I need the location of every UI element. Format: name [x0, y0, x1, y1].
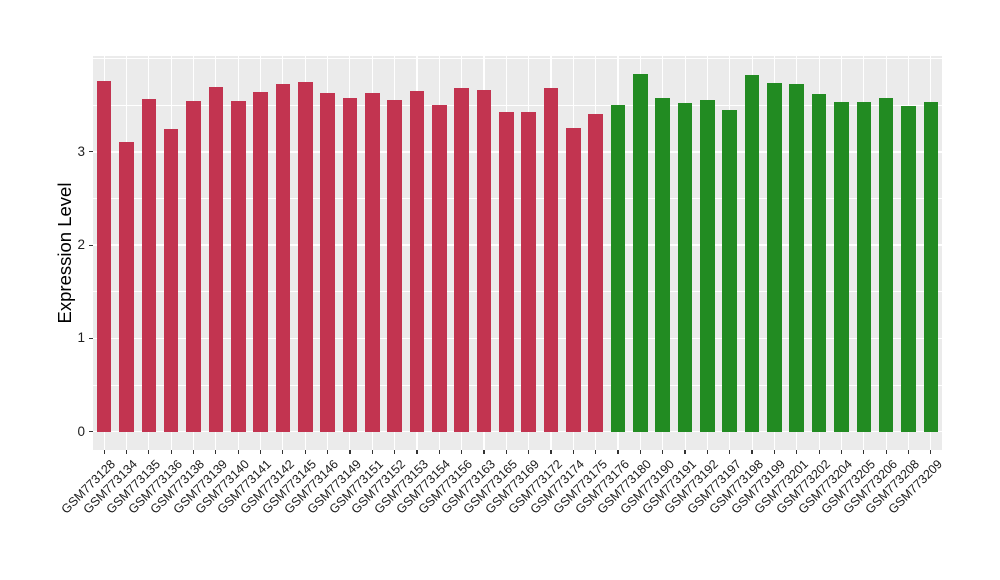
- y-tick-label: 3: [77, 143, 85, 159]
- bar-GSM773206: [878, 97, 894, 432]
- bar-GSM773197: [722, 109, 738, 432]
- x-axis-tick: [751, 450, 753, 454]
- x-axis-tick: [215, 450, 217, 454]
- gridline-major: [93, 430, 942, 433]
- bar-GSM773209: [923, 102, 939, 432]
- x-axis-tick: [461, 450, 463, 454]
- bar-GSM773192: [700, 99, 715, 432]
- bar-GSM773139: [208, 87, 224, 432]
- x-axis-tick: [483, 450, 485, 454]
- bar-GSM773145: [297, 81, 313, 432]
- x-axis-tick: [863, 450, 865, 454]
- bar-GSM773146: [320, 93, 335, 432]
- bar-GSM773199: [767, 82, 782, 432]
- x-axis-tick: [103, 450, 105, 454]
- bar-GSM773128: [96, 80, 112, 432]
- bar-GSM773202: [811, 93, 827, 432]
- x-axis-tick: [796, 450, 798, 454]
- gridline-major: [93, 151, 942, 153]
- bar-GSM773142: [275, 83, 291, 432]
- bar-GSM773205: [856, 102, 872, 432]
- y-axis-tick: [89, 337, 93, 339]
- bar-GSM773175: [588, 114, 603, 432]
- bar-GSM773154: [432, 105, 447, 432]
- gridline-minor: [93, 291, 942, 293]
- y-tick-label: 2: [77, 237, 85, 253]
- bar-GSM773198: [744, 75, 760, 432]
- gridline-minor: [93, 104, 942, 106]
- bar-GSM773136: [163, 129, 179, 432]
- bar-GSM773152: [387, 99, 402, 432]
- x-axis-tick: [550, 450, 552, 454]
- gridline-minor: [93, 198, 942, 199]
- bar-GSM773151: [364, 93, 380, 432]
- bar-GSM773176: [610, 105, 626, 432]
- y-tick-label: 1: [77, 330, 85, 346]
- x-axis-tick: [684, 450, 686, 454]
- gridline-major: [93, 337, 942, 340]
- x-axis-tick: [125, 450, 128, 454]
- bar-GSM773141: [253, 92, 268, 432]
- bar-GSM773135: [141, 98, 157, 432]
- gridline-major: [93, 244, 942, 246]
- bar-GSM773204: [834, 102, 849, 432]
- y-axis-tick: [89, 151, 93, 153]
- bar-GSM773191: [677, 103, 693, 432]
- bar-GSM773190: [655, 97, 671, 432]
- y-axis-tick: [89, 431, 93, 433]
- x-axis-tick: [595, 450, 597, 454]
- y-axis-tick: [89, 244, 93, 246]
- gridline-minor: [93, 58, 942, 59]
- x-axis-tick: [572, 450, 574, 454]
- bar-GSM773180: [633, 74, 648, 432]
- bar-GSM773174: [566, 128, 581, 432]
- x-axis-tick: [885, 450, 887, 454]
- bar-GSM773169: [521, 111, 536, 432]
- bar-GSM773163: [476, 90, 492, 432]
- x-axis-tick: [818, 450, 820, 454]
- x-axis-tick: [394, 450, 396, 454]
- x-axis-tick: [907, 450, 910, 454]
- x-axis-tick: [662, 450, 664, 454]
- x-axis-tick: [773, 450, 776, 454]
- bar-GSM773140: [230, 101, 246, 432]
- x-axis-tick: [349, 450, 351, 454]
- bar-GSM773208: [901, 106, 916, 432]
- x-axis-tick: [528, 450, 530, 454]
- x-axis-tick: [930, 450, 932, 454]
- x-axis-tick: [259, 450, 262, 454]
- x-axis-tick: [505, 450, 507, 454]
- x-axis-tick: [304, 450, 306, 454]
- bar-GSM773165: [499, 111, 514, 432]
- x-axis-tick: [416, 450, 418, 454]
- x-axis-tick: [237, 450, 239, 454]
- bar-GSM773201: [789, 83, 805, 432]
- bar-GSM773153: [409, 91, 425, 432]
- bar-GSM773156: [454, 88, 469, 432]
- bar-GSM773134: [119, 142, 134, 432]
- bar-GSM773138: [186, 100, 201, 432]
- gridline-minor: [93, 384, 942, 386]
- bar-GSM773172: [543, 88, 559, 432]
- x-axis-tick: [729, 450, 731, 454]
- x-axis-tick: [326, 450, 329, 454]
- x-axis-tick: [438, 450, 440, 454]
- x-axis-tick: [192, 450, 195, 454]
- x-axis-tick: [617, 450, 619, 454]
- bar-GSM773149: [342, 97, 358, 432]
- plot-panel: [93, 56, 942, 450]
- x-axis-tick: [639, 450, 641, 454]
- y-tick-label: 0: [77, 423, 85, 439]
- x-axis-tick: [371, 450, 373, 454]
- x-axis-tick: [706, 450, 708, 454]
- x-axis-tick: [282, 450, 284, 454]
- x-axis-tick: [170, 450, 172, 454]
- x-axis-tick: [148, 450, 150, 454]
- x-axis-tick: [840, 450, 843, 454]
